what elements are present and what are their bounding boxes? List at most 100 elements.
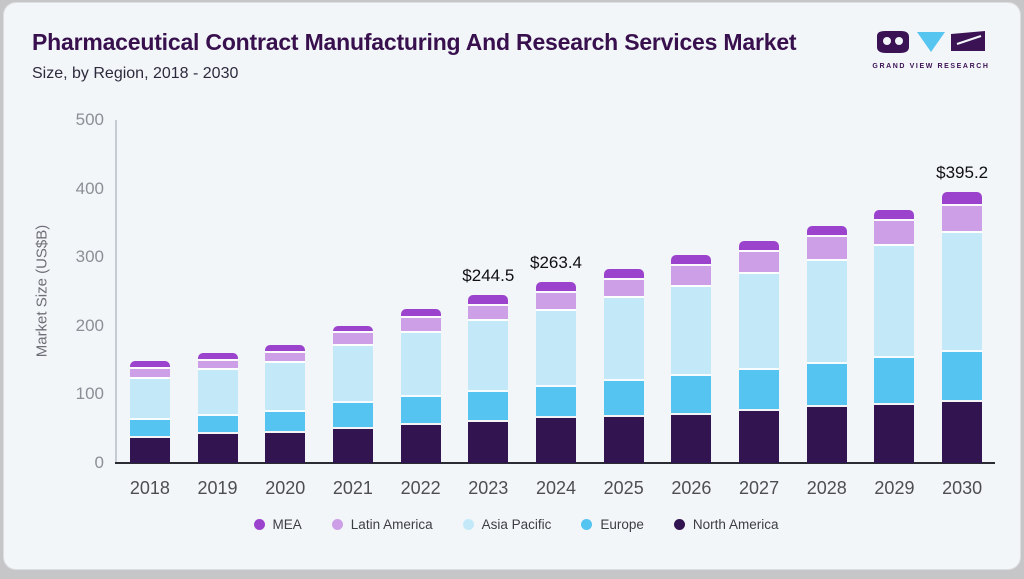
bar-value-label-2024: $263.4 [508, 253, 604, 273]
x-tick-2022: 2022 [386, 478, 456, 499]
segment-asia-pacific-2024 [536, 309, 576, 385]
x-tick-2019: 2019 [183, 478, 253, 499]
legend-label: MEA [273, 517, 302, 532]
segment-mea-2022 [401, 309, 441, 317]
segment-north-america-2027 [739, 409, 779, 463]
segment-asia-pacific-2030 [942, 231, 982, 350]
bar-2025 [604, 269, 644, 463]
page-subtitle: Size, by Region, 2018 - 2030 [32, 65, 238, 83]
legend-item-mea: MEA [254, 517, 302, 532]
segment-asia-pacific-2025 [604, 296, 644, 378]
legend-label: Latin America [351, 517, 433, 532]
segment-mea-2030 [942, 192, 982, 204]
segment-europe-2028 [807, 362, 847, 405]
segment-north-america-2022 [401, 423, 441, 463]
bar-value-label-2030: $395.2 [914, 163, 1010, 183]
segment-asia-pacific-2029 [874, 244, 914, 356]
segment-north-america-2024 [536, 416, 576, 463]
segment-europe-2018 [130, 418, 170, 436]
y-tick-0: 0 [34, 454, 104, 472]
segment-europe-2025 [604, 379, 644, 415]
segment-europe-2019 [198, 414, 238, 433]
x-tick-2030: 2030 [927, 478, 997, 499]
segment-mea-2023 [468, 295, 508, 304]
segment-asia-pacific-2020 [265, 361, 305, 410]
segment-asia-pacific-2028 [807, 259, 847, 363]
x-tick-2027: 2027 [724, 478, 794, 499]
y-tick-100: 100 [34, 385, 104, 403]
bar-2022 [401, 309, 441, 463]
segment-asia-pacific-2021 [333, 344, 373, 402]
legend-swatch-icon [463, 519, 474, 530]
segment-latin-america-2022 [401, 316, 441, 331]
bar-2029 [874, 210, 914, 463]
segment-mea-2025 [604, 269, 644, 278]
legend-label: North America [693, 517, 779, 532]
segment-north-america-2025 [604, 415, 644, 463]
x-tick-2023: 2023 [453, 478, 523, 499]
legend-swatch-icon [581, 519, 592, 530]
segment-north-america-2026 [671, 413, 711, 463]
segment-north-america-2028 [807, 405, 847, 463]
legend-label: Europe [600, 517, 644, 532]
y-tick-300: 300 [34, 248, 104, 266]
bar-2021 [333, 326, 373, 463]
segment-latin-america-2030 [942, 204, 982, 231]
segment-latin-america-2019 [198, 359, 238, 369]
chart-card: Pharmaceutical Contract Manufacturing An… [4, 3, 1020, 569]
chart-legend: MEA Latin America Asia Pacific Europe North … [4, 517, 1024, 532]
bar-2023 [468, 295, 508, 463]
segment-asia-pacific-2027 [739, 272, 779, 369]
segment-europe-2027 [739, 368, 779, 408]
segment-latin-america-2028 [807, 235, 847, 258]
segment-north-america-2029 [874, 403, 914, 463]
legend-item-europe: Europe [581, 517, 644, 532]
segment-latin-america-2027 [739, 250, 779, 272]
segment-latin-america-2029 [874, 219, 914, 244]
logo-text: GRAND VIEW RESEARCH [872, 63, 990, 70]
bar-2020 [265, 345, 305, 463]
segment-asia-pacific-2023 [468, 319, 508, 390]
y-axis-title: Market Size (US$B) [34, 225, 51, 358]
segment-latin-america-2020 [265, 351, 305, 361]
legend-swatch-icon [254, 519, 265, 530]
segment-europe-2030 [942, 350, 982, 400]
bar-2026 [671, 255, 711, 463]
segment-north-america-2018 [130, 436, 170, 463]
segment-asia-pacific-2026 [671, 285, 711, 375]
bar-2027 [739, 241, 779, 463]
x-tick-2025: 2025 [589, 478, 659, 499]
x-tick-2029: 2029 [859, 478, 929, 499]
segment-europe-2026 [671, 374, 711, 412]
x-tick-2026: 2026 [656, 478, 726, 499]
segment-latin-america-2026 [671, 264, 711, 285]
segment-asia-pacific-2018 [130, 377, 170, 418]
y-axis-line [115, 120, 117, 463]
segment-asia-pacific-2019 [198, 368, 238, 413]
page-title: Pharmaceutical Contract Manufacturing An… [32, 29, 972, 56]
segment-europe-2021 [333, 401, 373, 427]
segment-north-america-2019 [198, 432, 238, 463]
bar-2018 [130, 361, 170, 463]
y-tick-500: 500 [34, 111, 104, 129]
bar-2028 [807, 226, 847, 463]
x-tick-2024: 2024 [521, 478, 591, 499]
segment-north-america-2021 [333, 427, 373, 463]
segment-mea-2024 [536, 282, 576, 291]
legend-swatch-icon [332, 519, 343, 530]
segment-latin-america-2021 [333, 331, 373, 343]
segment-mea-2029 [874, 210, 914, 220]
bar-2019 [198, 353, 238, 463]
legend-label: Asia Pacific [482, 517, 552, 532]
segment-latin-america-2025 [604, 278, 644, 297]
segment-mea-2026 [671, 255, 711, 264]
segment-latin-america-2024 [536, 291, 576, 309]
x-tick-2021: 2021 [318, 478, 388, 499]
segment-latin-america-2023 [468, 304, 508, 319]
x-tick-2028: 2028 [792, 478, 862, 499]
legend-item-north-america: North America [674, 517, 779, 532]
x-tick-2020: 2020 [250, 478, 320, 499]
segment-north-america-2023 [468, 420, 508, 463]
x-tick-2018: 2018 [115, 478, 185, 499]
